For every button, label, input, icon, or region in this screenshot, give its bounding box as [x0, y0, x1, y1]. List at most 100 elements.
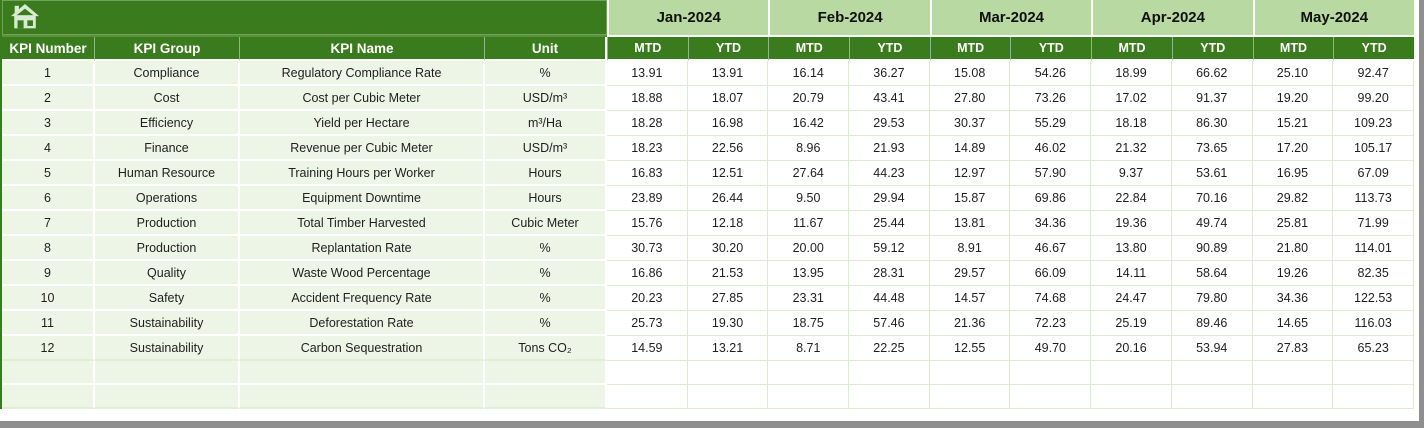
cell-value: 16.95	[1252, 161, 1334, 186]
cell-value: 18.18	[1091, 111, 1172, 136]
month-header-row: Jan-2024 Feb-2024 Mar-2024 Apr-2024 May-2024	[2, 0, 1414, 37]
cell-value: 26.44	[687, 186, 769, 211]
cell-value: 34.36	[1010, 211, 1092, 236]
kpi-rows: 1 Compliance Regulatory Compliance Rate% 13…	[2, 61, 1414, 361]
cell-value: 19.26	[1252, 261, 1334, 286]
cell-kpi-name: Cost per Cubic Meter	[240, 86, 485, 111]
cell-value: 44.23	[849, 161, 930, 186]
cell-unit: USD/m³	[485, 136, 607, 161]
cell-value: 67.09	[1333, 161, 1414, 186]
cell-value: 54.26	[1010, 61, 1092, 86]
cell-value: 34.36	[1252, 286, 1334, 311]
home-icon	[10, 3, 40, 28]
empty-value-cell	[1171, 361, 1253, 385]
kpi-row: 11 Sustainability Deforestation Rate% 25.73…	[2, 311, 1414, 336]
ytd-header-cell: YTD	[1010, 37, 1092, 61]
cell-kpi-number: 1	[2, 61, 95, 86]
cell-value: 20.23	[607, 286, 688, 311]
cell-kpi-group: Compliance	[95, 61, 240, 86]
cell-value: 20.00	[768, 236, 850, 261]
cell-value: 16.14	[768, 61, 850, 86]
empty-value-cell	[849, 385, 930, 409]
cell-value: 18.23	[607, 136, 688, 161]
cell-value: 18.99	[1091, 61, 1172, 86]
ytd-header-cell: YTD	[687, 37, 769, 61]
cell-value: 59.12	[849, 236, 930, 261]
empty-left-cell	[95, 361, 240, 385]
cell-unit: Cubic Meter	[485, 211, 607, 236]
home-button[interactable]	[9, 3, 41, 33]
month-header-cell: Jan-2024	[607, 0, 769, 37]
cell-value: 9.37	[1091, 161, 1172, 186]
kpi-row: 10 Safety Accident Frequency Rate% 20.23 27.…	[2, 286, 1414, 311]
empty-value-cell	[1091, 385, 1172, 409]
cell-kpi-group: Safety	[95, 286, 240, 311]
cell-kpi-name: Waste Wood Percentage	[240, 261, 485, 286]
cell-kpi-number: 7	[2, 211, 95, 236]
cell-value: 25.81	[1252, 211, 1334, 236]
cell-value: 72.23	[1010, 311, 1092, 336]
bottom-shadow	[0, 421, 1424, 428]
cell-value: 29.94	[849, 186, 930, 211]
cell-value: 86.30	[1171, 111, 1253, 136]
kpi-row: 7 Production Total Timber Harvested Cubic M…	[2, 211, 1414, 236]
empty-value-cell	[1010, 361, 1092, 385]
cell-kpi-group: Production	[95, 211, 240, 236]
cell-value: 105.17	[1333, 136, 1414, 161]
cell-kpi-number: 11	[2, 311, 95, 336]
empty-value-cell	[687, 361, 769, 385]
cell-unit: Tons CO₂	[485, 336, 607, 361]
ytd-header-cell: YTD	[1333, 37, 1414, 61]
cell-value: 69.86	[1010, 186, 1092, 211]
cell-value: 46.02	[1010, 136, 1092, 161]
cell-value: 23.89	[607, 186, 688, 211]
empty-value-cell	[1252, 385, 1334, 409]
cell-kpi-group: Human Resource	[95, 161, 240, 186]
empty-value-cell	[607, 361, 688, 385]
empty-value-cell	[1252, 361, 1334, 385]
cell-value: 8.71	[768, 336, 850, 361]
kpi-row: 5 Human Resource Training Hours per Worker…	[2, 161, 1414, 186]
cell-value: 22.84	[1091, 186, 1172, 211]
month-header-cell: Mar-2024	[929, 0, 1092, 37]
cell-value: 18.88	[607, 86, 688, 111]
empty-value-cell	[849, 361, 930, 385]
cell-value: 19.20	[1252, 86, 1334, 111]
kpi-row: 12 Sustainability Carbon Sequestration Tons…	[2, 336, 1414, 361]
cell-value: 14.65	[1252, 311, 1334, 336]
cell-value: 21.93	[849, 136, 930, 161]
col-header-0: KPI Number	[2, 37, 95, 61]
cell-kpi-number: 6	[2, 186, 95, 211]
cell-value: 28.31	[849, 261, 930, 286]
cell-kpi-group: Cost	[95, 86, 240, 111]
cell-kpi-number: 8	[2, 236, 95, 261]
cell-value: 99.20	[1333, 86, 1414, 111]
cell-value: 25.19	[1091, 311, 1172, 336]
cell-kpi-name: Accident Frequency Rate	[240, 286, 485, 311]
cell-value: 8.91	[929, 236, 1011, 261]
mtd-header-cell: MTD	[929, 37, 1011, 61]
cell-value: 46.67	[1010, 236, 1092, 261]
cell-value: 49.74	[1171, 211, 1253, 236]
empty-value-cell	[929, 385, 1011, 409]
cell-kpi-number: 12	[2, 336, 95, 361]
cell-value: 71.99	[1333, 211, 1414, 236]
cell-value: 16.42	[768, 111, 850, 136]
cell-value: 57.46	[849, 311, 930, 336]
cell-kpi-number: 10	[2, 286, 95, 311]
cell-value: 18.07	[687, 86, 769, 111]
cell-value: 91.37	[1171, 86, 1253, 111]
cell-value: 29.53	[849, 111, 930, 136]
kpi-row: 6 Operations Equipment Downtime Hours 23.89 2…	[2, 186, 1414, 211]
cell-value: 13.95	[768, 261, 850, 286]
cell-value: 14.11	[1091, 261, 1172, 286]
cell-value: 15.21	[1252, 111, 1334, 136]
empty-value-cell	[687, 385, 769, 409]
cell-value: 89.46	[1171, 311, 1253, 336]
empty-value-cell	[929, 361, 1011, 385]
mtd-header-cell: MTD	[607, 37, 688, 61]
cell-kpi-group: Finance	[95, 136, 240, 161]
cell-value: 19.30	[687, 311, 769, 336]
cell-value: 12.55	[929, 336, 1011, 361]
